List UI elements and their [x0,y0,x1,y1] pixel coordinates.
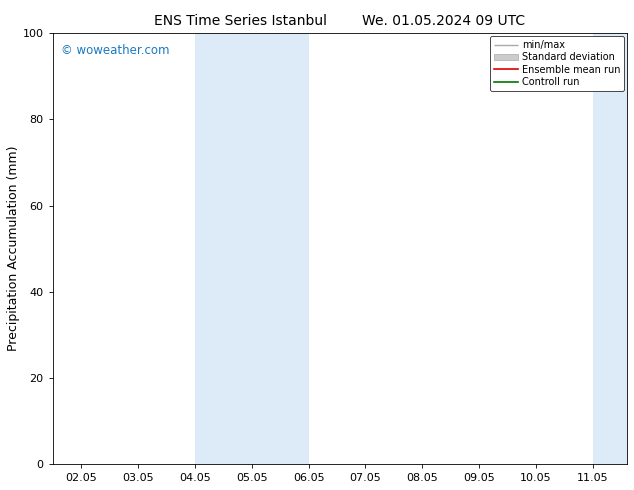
Text: © woweather.com: © woweather.com [61,44,170,57]
Title: ENS Time Series Istanbul        We. 01.05.2024 09 UTC: ENS Time Series Istanbul We. 01.05.2024 … [154,14,526,28]
Legend: min/max, Standard deviation, Ensemble mean run, Controll run: min/max, Standard deviation, Ensemble me… [489,36,624,91]
Bar [593,33,627,464]
Y-axis label: Precipitation Accumulation (mm): Precipitation Accumulation (mm) [7,146,20,351]
Bar [195,33,309,464]
